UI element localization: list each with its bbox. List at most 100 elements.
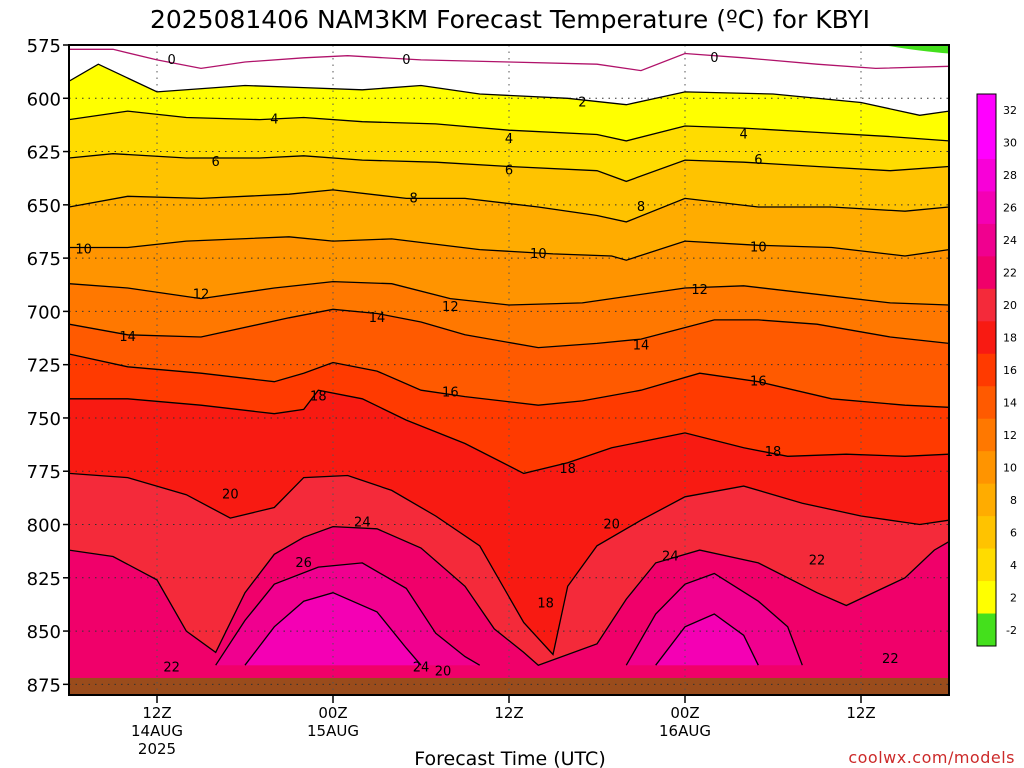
contour-label-10-12: 10 xyxy=(75,243,92,258)
contour-label-12-16: 12 xyxy=(442,300,459,315)
x-tick-label-30-1: 12Z xyxy=(494,704,523,722)
colorbar-swatch-2 xyxy=(977,581,996,615)
band-26-14 xyxy=(245,592,421,666)
contour-label-0-1: 0 xyxy=(402,53,410,68)
colorbar-swatch-16 xyxy=(977,353,996,387)
colorbar-swatch-8 xyxy=(977,483,996,517)
colorbar-label-10: 10 xyxy=(1003,461,1017,474)
contour-18-9 xyxy=(69,389,949,475)
x-tick-label-18-2: 15AUG xyxy=(307,722,359,740)
contour-label-20-29: 20 xyxy=(435,665,452,680)
colorbar-swatch--2 xyxy=(977,613,996,647)
colorbar-label-8: 8 xyxy=(1010,494,1017,507)
contour-label-10-14: 10 xyxy=(750,240,767,255)
contour-label-4-6: 4 xyxy=(740,128,748,143)
colorbar-label-4: 4 xyxy=(1010,559,1017,572)
colorbar-label-6: 6 xyxy=(1010,526,1017,539)
contour-label-0-0: 0 xyxy=(168,53,176,68)
ground-surface xyxy=(69,677,949,695)
colorbar-swatch-28 xyxy=(977,158,996,192)
y-tick-label-875: 875 xyxy=(27,675,61,696)
contour-label-4-4: 4 xyxy=(270,113,278,128)
x-tick-label-54-1: 12Z xyxy=(846,704,875,722)
colorbar-swatch-24 xyxy=(977,223,996,257)
contour-label-14-18: 14 xyxy=(119,330,136,345)
colorbar-label-14: 14 xyxy=(1003,396,1017,409)
colorbar-label-30: 30 xyxy=(1003,137,1017,150)
contour-label-8-11: 8 xyxy=(637,200,645,215)
colorbar-swatch-22 xyxy=(977,256,996,290)
contour-label-22-32: 22 xyxy=(882,652,899,667)
colorbar-label-20: 20 xyxy=(1003,299,1017,312)
colorbar-swatch-32 xyxy=(977,94,996,127)
contour-label-22-31: 22 xyxy=(163,660,180,675)
contour-label-20-27: 20 xyxy=(222,488,239,503)
y-tick-label-825: 825 xyxy=(27,569,61,590)
isotherm-contours xyxy=(69,48,949,666)
temperature-fill-bands xyxy=(69,45,949,695)
contour-label-26-36: 26 xyxy=(295,556,312,571)
contour-label-16-21: 16 xyxy=(442,385,459,400)
contour-label-18-25: 18 xyxy=(765,445,782,460)
contour-label-24-34: 24 xyxy=(662,549,679,564)
colorbar-label-26: 26 xyxy=(1003,202,1017,215)
contour-label-20-28: 20 xyxy=(603,518,620,533)
contour-label-18-23: 18 xyxy=(310,390,327,405)
contour-label-18-24: 18 xyxy=(559,462,576,477)
contour-6-3 xyxy=(69,153,949,183)
cold-patch xyxy=(883,45,949,54)
colorbar-label-16: 16 xyxy=(1003,364,1017,377)
y-tick-label-625: 625 xyxy=(27,143,61,164)
colorbar-label-18: 18 xyxy=(1003,332,1017,345)
contour-label-10-13: 10 xyxy=(530,247,547,262)
contour-label-12-17: 12 xyxy=(691,283,708,298)
contour-label-6-7: 6 xyxy=(212,155,220,170)
colorbar-label--2: -2 xyxy=(1006,624,1017,637)
colorbar-swatch-14 xyxy=(977,386,996,420)
contour-14-7 xyxy=(69,308,949,349)
contour-label-18-26: 18 xyxy=(537,596,554,611)
y-tick-label-850: 850 xyxy=(27,622,61,643)
y-tick-label-650: 650 xyxy=(27,196,61,217)
colorbar-frame xyxy=(976,93,997,647)
contour-label-24-33: 24 xyxy=(354,515,371,530)
contour-label-12-15: 12 xyxy=(193,287,210,302)
contour-label-22-30: 22 xyxy=(809,554,826,569)
y-tick-label-800: 800 xyxy=(27,516,61,537)
colorbar-swatch-30 xyxy=(977,126,996,160)
y-tick-label-775: 775 xyxy=(27,462,61,483)
colorbar-swatch-18 xyxy=(977,321,996,355)
colorbar-label-2: 2 xyxy=(1010,591,1017,604)
y-tick-label-575: 575 xyxy=(27,36,61,57)
chart-title: 2025081406 NAM3KM Forecast Temperature (… xyxy=(150,5,870,34)
colorbar-label-12: 12 xyxy=(1003,429,1017,442)
colorbar-swatch-12 xyxy=(977,418,996,452)
contour-label-6-9: 6 xyxy=(754,153,762,168)
contour-label-6-8: 6 xyxy=(505,164,513,179)
x-tick-label-6-3: 2025 xyxy=(138,740,176,758)
colorbar-swatch-20 xyxy=(977,288,996,322)
colorbar-label-32: 32 xyxy=(1003,104,1017,117)
contour-label-2-3: 2 xyxy=(578,96,586,111)
x-tick-label-42-1: 00Z xyxy=(670,704,699,722)
y-tick-label-700: 700 xyxy=(27,302,61,323)
credit-link[interactable]: coolwx.com/models xyxy=(848,748,1015,767)
ground-band xyxy=(69,677,949,695)
contour-8-4 xyxy=(69,189,949,223)
colorbar-swatch-4 xyxy=(977,548,996,582)
contour-label-4-5: 4 xyxy=(505,132,513,147)
contour-26-15 xyxy=(655,613,759,666)
x-axis-label: Forecast Time (UTC) xyxy=(414,748,605,768)
contour-label-14-20: 14 xyxy=(633,338,650,353)
contour-24-13 xyxy=(625,572,803,666)
contour-label-16-22: 16 xyxy=(750,375,767,390)
contour-26-14 xyxy=(244,592,422,666)
colorbar-legend: 32 30 28 26 24 22 20 18 16 14 12 10 8 6 4 2 -2 xyxy=(976,93,1017,647)
colorbar-swatch-10 xyxy=(977,451,996,485)
x-tick-label-42-2: 16AUG xyxy=(659,722,711,740)
contour-2-1 xyxy=(69,63,949,116)
y-tick-label-675: 675 xyxy=(27,249,61,270)
contour-20-10 xyxy=(69,472,949,656)
y-tick-label-600: 600 xyxy=(27,89,61,110)
contour-16-8 xyxy=(69,353,949,408)
